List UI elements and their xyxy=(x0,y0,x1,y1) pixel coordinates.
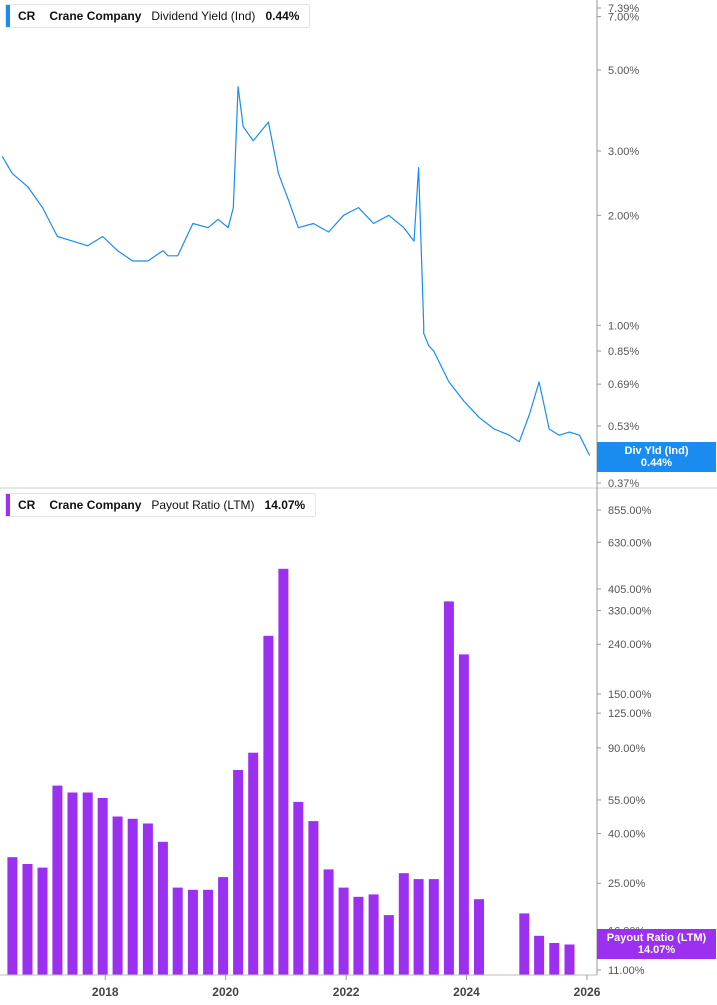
payout-bar xyxy=(203,889,214,975)
payout-bar xyxy=(157,841,168,975)
payout-bar xyxy=(519,913,530,975)
bottom-y-tick-label: 11.00% xyxy=(608,965,645,977)
payout-bar xyxy=(127,818,138,975)
bottom-legend-swatch xyxy=(6,494,10,516)
bottom-legend-ticker: CR xyxy=(18,498,36,512)
dividend-yield-line xyxy=(1,86,591,456)
bottom-y-tick-label: 55.00% xyxy=(608,795,646,807)
bottom-y-tick-label: 90.00% xyxy=(608,743,646,755)
top-tag-value: 0.44% xyxy=(640,457,673,469)
bottom-y-tick-label: 855.00% xyxy=(608,505,652,517)
payout-bar xyxy=(172,887,183,975)
bottom-value-tag: Payout Ratio (LTM) 14.07% xyxy=(597,929,716,959)
payout-bar xyxy=(142,823,153,975)
top-value-tag: Div Yld (Ind) 0.44% xyxy=(597,442,716,472)
payout-bar xyxy=(338,887,349,975)
top-y-tick-label: 5.00% xyxy=(608,65,639,77)
payout-ratio-bars xyxy=(7,568,575,975)
bottom-y-tick-label: 125.00% xyxy=(608,708,652,720)
payout-bar xyxy=(398,873,409,975)
payout-bar xyxy=(293,801,304,975)
payout-bar xyxy=(428,879,439,975)
payout-bar xyxy=(52,785,63,975)
payout-bar xyxy=(534,935,545,975)
top-y-tick-label: 0.85% xyxy=(608,346,639,358)
payout-bar xyxy=(37,867,48,975)
top-legend: CR Crane Company Dividend Yield (Ind) 0.… xyxy=(5,4,311,28)
payout-bar xyxy=(112,816,123,975)
bottom-y-tick-label: 330.00% xyxy=(608,606,652,618)
payout-bar xyxy=(248,752,259,975)
x-tick-label: 2022 xyxy=(333,985,360,999)
x-tick-label: 2026 xyxy=(574,985,601,999)
top-y-tick-label: 7.39% xyxy=(608,3,639,15)
payout-bar xyxy=(549,943,560,975)
top-y-tick-label: 0.37% xyxy=(608,478,639,490)
payout-bar xyxy=(67,792,78,975)
bottom-legend-metric: Payout Ratio (LTM) xyxy=(151,498,255,512)
payout-bar xyxy=(82,792,93,975)
top-legend-value: 0.44% xyxy=(265,9,300,23)
bottom-tag-label: Payout Ratio (LTM) xyxy=(606,932,707,944)
bottom-y-tick-label: 25.00% xyxy=(608,878,646,890)
payout-bar xyxy=(308,821,319,975)
bottom-legend: CR Crane Company Payout Ratio (LTM) 14.0… xyxy=(5,493,317,517)
dividend-yield-path xyxy=(1,86,591,456)
payout-bar xyxy=(323,869,334,975)
payout-bar xyxy=(368,894,379,975)
payout-bar xyxy=(458,654,469,975)
payout-bar xyxy=(233,770,244,975)
bottom-legend-value: 14.07% xyxy=(264,498,306,512)
bottom-y-tick-label: 405.00% xyxy=(608,584,652,596)
payout-bar xyxy=(564,944,575,975)
x-tick-label: 2018 xyxy=(92,985,119,999)
x-axis: 2018 2020 2022 2024 2026 xyxy=(0,974,601,999)
bottom-y-tick-label: 630.00% xyxy=(608,537,652,549)
top-y-tick-label: 1.00% xyxy=(608,320,639,332)
payout-bar xyxy=(7,857,18,975)
payout-bar xyxy=(187,889,198,975)
bottom-tag-value: 14.07% xyxy=(637,944,676,956)
bottom-y-axis: 855.00% 630.00% 405.00% 330.00% 240.00% 150.0… xyxy=(596,488,652,977)
payout-bar xyxy=(383,915,394,975)
top-y-tick-label: 0.53% xyxy=(608,421,639,433)
top-tag-label: Div Yld (Ind) xyxy=(624,445,689,457)
payout-bar xyxy=(97,798,108,975)
top-legend-ticker: CR xyxy=(18,9,36,23)
top-y-tick-label: 3.00% xyxy=(608,146,639,158)
top-y-tick-label: 2.00% xyxy=(608,210,639,222)
payout-bar xyxy=(218,877,229,975)
x-tick-label: 2020 xyxy=(212,985,239,999)
top-legend-metric: Dividend Yield (Ind) xyxy=(151,9,256,23)
payout-bar xyxy=(22,864,33,975)
bottom-y-tick-label: 240.00% xyxy=(608,639,652,651)
top-legend-swatch xyxy=(6,5,10,27)
bottom-y-tick-label: 150.00% xyxy=(608,689,652,701)
payout-bar xyxy=(263,635,274,975)
bottom-legend-company: Crane Company xyxy=(49,498,142,512)
payout-bar xyxy=(474,899,484,975)
payout-bar xyxy=(413,879,424,975)
x-tick-label: 2024 xyxy=(453,985,480,999)
top-legend-company: Crane Company xyxy=(49,9,142,23)
payout-bar xyxy=(443,601,454,975)
payout-bar xyxy=(353,896,364,975)
bottom-y-tick-label: 40.00% xyxy=(608,829,646,841)
top-y-tick-label: 0.69% xyxy=(608,379,639,391)
top-y-axis: 7.39%7.00% 5.00% 3.00% 2.00% 1.00% 0.85% 0.69%… xyxy=(596,0,639,490)
top-y-tick-label: 7.00% xyxy=(608,12,639,24)
payout-bar xyxy=(278,568,289,975)
